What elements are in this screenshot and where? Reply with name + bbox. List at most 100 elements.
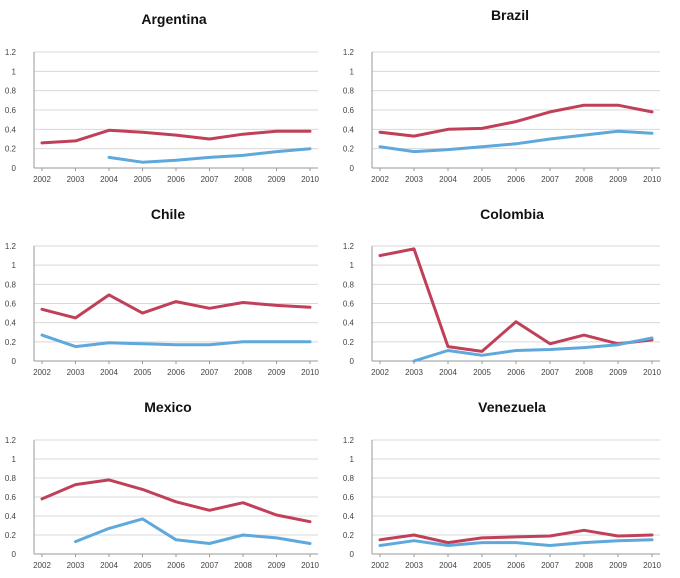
x-tick-label: 2006 — [167, 175, 185, 184]
x-tick-label: 2004 — [439, 175, 457, 184]
chart-title: Colombia — [480, 206, 544, 222]
x-tick-label: 2005 — [134, 175, 152, 184]
y-tick-label: 0.6 — [343, 493, 355, 502]
x-tick-label: 2005 — [473, 175, 491, 184]
x-tick-label: 2008 — [575, 175, 593, 184]
series-line-blue — [107, 147, 312, 164]
y-tick-label: 0.8 — [343, 87, 355, 96]
x-tick-label: 2002 — [33, 561, 51, 570]
x-tick-label: 2006 — [507, 561, 525, 570]
x-tick-label: 2005 — [473, 368, 491, 377]
y-tick-label: 1 — [12, 67, 17, 76]
y-tick-label: 1 — [350, 261, 355, 270]
x-tick-label: 2004 — [100, 175, 118, 184]
y-tick-label: 0 — [350, 164, 355, 173]
y-tick-label: 0.2 — [5, 145, 17, 154]
series-line-red — [40, 128, 312, 145]
x-tick-label: 2007 — [541, 561, 559, 570]
y-tick-label: 0.6 — [343, 300, 355, 309]
x-tick-label: 2003 — [67, 561, 85, 570]
y-tick-label: 1.2 — [5, 242, 17, 251]
chart-panel-brazil: Brazil 0 0.2 0.4 0.6 0.8 1 1.2 2002 2003 2004 2005 2… — [343, 7, 662, 184]
x-tick-label: 2004 — [100, 561, 118, 570]
chart-title: Chile — [151, 206, 185, 222]
chart-title: Argentina — [141, 11, 207, 27]
chart-panel-chile: Chile 0 0.2 0.4 0.6 0.8 1 1.2 2002 2003 2004 2005 20… — [5, 206, 320, 377]
y-tick-label: 0 — [12, 164, 17, 173]
y-tick-label: 0.8 — [5, 280, 17, 289]
y-tick-label: 0.4 — [343, 125, 355, 134]
x-tick-label: 2006 — [167, 561, 185, 570]
x-tick-label: 2002 — [371, 175, 389, 184]
y-tick-label: 0 — [350, 357, 355, 366]
x-tick-label: 2007 — [541, 175, 559, 184]
x-tick-label: 2004 — [100, 368, 118, 377]
y-tick-label: 1.2 — [343, 436, 355, 445]
y-tick-label: 0.6 — [5, 493, 17, 502]
x-tick-label: 2007 — [201, 561, 219, 570]
y-tick-label: 1 — [12, 261, 17, 270]
x-tick-label: 2006 — [167, 368, 185, 377]
x-tick-label: 2009 — [268, 561, 286, 570]
y-tick-label: 1 — [350, 455, 355, 464]
y-tick-label: 0.2 — [5, 531, 17, 540]
x-tick-label: 2008 — [234, 175, 252, 184]
x-tick-label: 2009 — [609, 561, 627, 570]
y-tick-label: 0.8 — [5, 474, 17, 483]
y-tick-label: 0.8 — [5, 87, 17, 96]
series-line-blue — [378, 538, 654, 547]
chart-panel-colombia: Colombia 0 0.2 0.4 0.6 0.8 1 1.2 2002 2003 2004 200… — [343, 206, 662, 377]
y-tick-label: 0.4 — [343, 319, 355, 328]
x-tick-label: 2009 — [268, 175, 286, 184]
x-tick-label: 2003 — [67, 368, 85, 377]
y-tick-label: 0.2 — [343, 531, 355, 540]
chart-title: Mexico — [144, 399, 191, 415]
x-tick-label: 2007 — [541, 368, 559, 377]
x-tick-label: 2007 — [201, 175, 219, 184]
x-tick-label: 2006 — [507, 175, 525, 184]
chart-panel-venezuela: Venezuela 0 0.2 0.4 0.6 0.8 1 1.2 2002 2003 2004 20… — [343, 399, 662, 570]
x-tick-label: 2008 — [575, 368, 593, 377]
y-tick-label: 0.4 — [5, 512, 17, 521]
y-tick-label: 0.4 — [5, 125, 17, 134]
x-tick-label: 2006 — [507, 368, 525, 377]
x-tick-label: 2010 — [301, 561, 319, 570]
series-line-red — [378, 247, 654, 353]
x-tick-label: 2004 — [439, 561, 457, 570]
chart-panel-mexico: Mexico 0 0.2 0.4 0.6 0.8 1 1.2 2002 2003 2004 2005 2… — [5, 399, 320, 570]
x-tick-label: 2002 — [33, 175, 51, 184]
y-tick-label: 0.2 — [343, 145, 355, 154]
y-tick-label: 0.8 — [343, 280, 355, 289]
y-tick-label: 1.2 — [343, 242, 355, 251]
y-tick-label: 0.4 — [5, 319, 17, 328]
x-tick-label: 2008 — [234, 561, 252, 570]
x-tick-label: 2002 — [33, 368, 51, 377]
x-tick-label: 2010 — [301, 368, 319, 377]
series-line-red — [40, 293, 312, 320]
y-tick-label: 1.2 — [343, 48, 355, 57]
series-line-blue — [412, 336, 654, 363]
x-tick-label: 2003 — [405, 368, 423, 377]
x-tick-label: 2010 — [301, 175, 319, 184]
y-tick-label: 1 — [350, 67, 355, 76]
series-line-blue — [40, 333, 312, 349]
x-tick-label: 2003 — [405, 561, 423, 570]
x-tick-label: 2008 — [234, 368, 252, 377]
x-tick-label: 2002 — [371, 561, 389, 570]
y-tick-label: 0.4 — [343, 512, 355, 521]
y-tick-label: 0.6 — [343, 106, 355, 115]
x-tick-label: 2007 — [201, 368, 219, 377]
x-tick-label: 2002 — [371, 368, 389, 377]
series-line-blue — [74, 517, 312, 545]
y-tick-label: 1 — [12, 455, 17, 464]
y-tick-label: 1.2 — [5, 48, 17, 57]
y-tick-label: 1.2 — [5, 436, 17, 445]
series-line-red — [378, 103, 654, 138]
y-tick-label: 0 — [12, 357, 17, 366]
chart-panel-argentina: Argentina 0 0.2 0.4 0.6 0.8 1 1.2 2002 2003 2004 20… — [5, 11, 320, 184]
x-tick-label: 2009 — [609, 175, 627, 184]
y-tick-label: 0.6 — [5, 106, 17, 115]
y-tick-label: 0.8 — [343, 474, 355, 483]
x-tick-label: 2010 — [643, 368, 661, 377]
